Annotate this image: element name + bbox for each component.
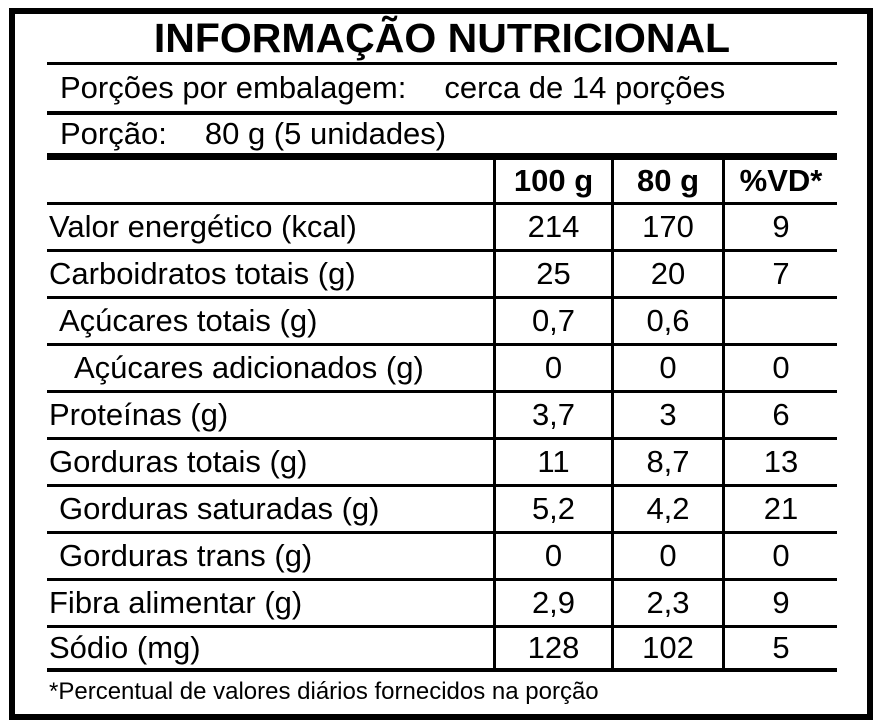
table-row: Sódio (mg) 128 102 5 xyxy=(47,628,837,672)
value-100g: 25 xyxy=(493,252,611,296)
header-cell-vd: %VD* xyxy=(722,160,837,202)
value-80g: 2,3 xyxy=(611,581,722,625)
divider-thick-above-table xyxy=(47,153,837,160)
row-label: Fibra alimentar (g) xyxy=(49,585,303,620)
nutrition-table: 100 g 80 g %VD* Valor energético (kcal) 214 1… xyxy=(47,160,837,672)
page-title: INFORMAÇÃO NUTRICIONAL xyxy=(153,14,731,61)
value-vd-percent xyxy=(722,299,837,343)
value-80g: 0,6 xyxy=(611,299,722,343)
row-label: Proteínas (g) xyxy=(49,397,229,432)
value-100g: 3,7 xyxy=(493,393,611,437)
table-row: Gorduras trans (g) 0 0 0 xyxy=(47,534,837,581)
value-vd-percent: 9 xyxy=(722,581,837,625)
portion-value: 80 g (5 unidades) xyxy=(204,116,447,151)
value-100g: 214 xyxy=(493,205,611,249)
footnote: *Percentual de valores diários fornecido… xyxy=(49,678,599,705)
value-80g: 0 xyxy=(611,534,722,578)
value-vd-percent: 7 xyxy=(722,252,837,296)
header-cell-empty xyxy=(47,160,493,202)
value-vd-percent: 0 xyxy=(722,346,837,390)
row-label: Carboidratos totais (g) xyxy=(49,256,356,291)
value-80g: 8,7 xyxy=(611,440,722,484)
value-80g: 3 xyxy=(611,393,722,437)
row-label: Gorduras totais (g) xyxy=(49,444,308,479)
value-vd-percent: 5 xyxy=(722,628,837,668)
row-label: Valor energético (kcal) xyxy=(49,209,357,244)
header-cell-80g: 80 g xyxy=(611,160,722,202)
row-label: Sódio (mg) xyxy=(49,630,201,665)
value-100g: 128 xyxy=(493,628,611,668)
value-80g: 170 xyxy=(611,205,722,249)
divider-under-servings xyxy=(47,111,837,115)
table-row: Carboidratos totais (g) 25 20 7 xyxy=(47,252,837,299)
value-100g: 0 xyxy=(493,534,611,578)
table-row: Valor energético (kcal) 214 170 9 xyxy=(47,205,837,252)
row-label: Gorduras trans (g) xyxy=(59,538,313,573)
value-100g: 2,9 xyxy=(493,581,611,625)
value-vd-percent: 0 xyxy=(722,534,837,578)
row-label: Gorduras saturadas (g) xyxy=(59,491,380,526)
table-header-row: 100 g 80 g %VD* xyxy=(47,160,837,205)
value-vd-percent: 9 xyxy=(722,205,837,249)
divider-under-title xyxy=(47,62,837,65)
table-row: Açúcares totais (g) 0,7 0,6 xyxy=(47,299,837,346)
value-vd-percent: 13 xyxy=(722,440,837,484)
table-row: Gorduras totais (g) 11 8,7 13 xyxy=(47,440,837,487)
value-vd-percent: 21 xyxy=(722,487,837,531)
label-frame: INFORMAÇÃO NUTRICIONAL Porções por embal… xyxy=(9,8,873,720)
row-label: Açúcares totais (g) xyxy=(59,303,318,338)
value-100g: 5,2 xyxy=(493,487,611,531)
value-100g: 0,7 xyxy=(493,299,611,343)
table-row: Açúcares adicionados (g) 0 0 0 xyxy=(47,346,837,393)
value-80g: 0 xyxy=(611,346,722,390)
portion-label: Porção: xyxy=(60,116,167,151)
portion-row: Porção: 80 g (5 unidades) xyxy=(47,115,837,153)
value-80g: 102 xyxy=(611,628,722,668)
value-80g: 4,2 xyxy=(611,487,722,531)
row-label: Açúcares adicionados (g) xyxy=(74,350,424,385)
footnote-row: *Percentual de valores diários fornecido… xyxy=(47,672,837,712)
value-100g: 0 xyxy=(493,346,611,390)
servings-label: Porções por embalagem: xyxy=(60,70,407,105)
header-cell-100g: 100 g xyxy=(493,160,611,202)
servings-row: Porções por embalagem: cerca de 14 porçõ… xyxy=(47,65,837,111)
table-row: Gorduras saturadas (g) 5,2 4,2 21 xyxy=(47,487,837,534)
table-row: Fibra alimentar (g) 2,9 2,3 9 xyxy=(47,581,837,628)
value-80g: 20 xyxy=(611,252,722,296)
value-vd-percent: 6 xyxy=(722,393,837,437)
value-100g: 11 xyxy=(493,440,611,484)
table-row: Proteínas (g) 3,7 3 6 xyxy=(47,393,837,440)
label-content: INFORMAÇÃO NUTRICIONAL Porções por embal… xyxy=(47,14,837,714)
servings-value: cerca de 14 porções xyxy=(444,70,726,105)
title-row: INFORMAÇÃO NUTRICIONAL xyxy=(47,14,837,62)
